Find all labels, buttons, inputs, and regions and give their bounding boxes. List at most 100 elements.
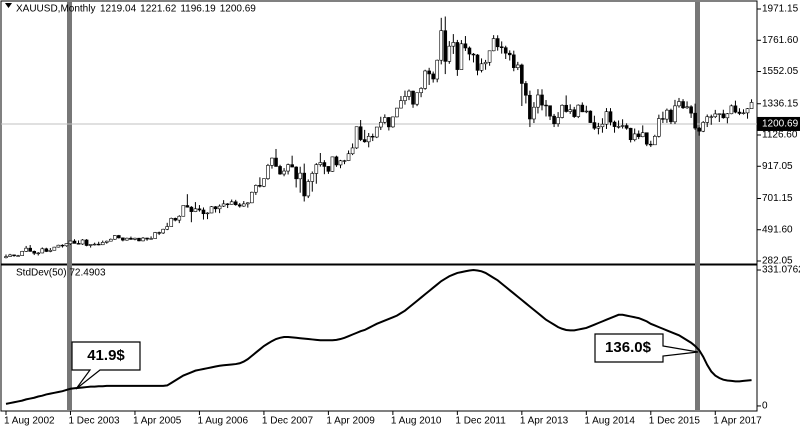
candle-body [467, 47, 472, 55]
candle-body [612, 121, 617, 127]
y-tick-label: 331.0762 [762, 265, 800, 276]
candle-body [681, 101, 685, 109]
candle-body [358, 126, 363, 140]
candle-body [560, 104, 564, 118]
price-panel [0, 0, 758, 265]
candle-body [383, 117, 387, 123]
candle-body [580, 104, 585, 113]
candle-body [532, 106, 536, 120]
candle-body [342, 160, 347, 162]
candle-body [250, 191, 254, 204]
candle-body [100, 242, 105, 246]
candle-body [32, 251, 37, 254]
y-tick-label: 701.15 [762, 193, 793, 204]
candle-body [44, 248, 49, 252]
header-value: 1200.69 [220, 4, 257, 15]
x-tick-label: 1 Apr 2017 [713, 416, 762, 427]
candle-body [608, 111, 613, 123]
candle-body [189, 206, 194, 212]
candle-body [419, 88, 423, 94]
candle-body [278, 166, 282, 175]
callout-box [594, 333, 699, 363]
candle-body [80, 239, 85, 245]
candle-body [362, 139, 367, 143]
candle-body [725, 113, 730, 119]
candle-body [677, 101, 681, 107]
candle-body [237, 204, 242, 207]
candle-body [177, 215, 182, 221]
candle-body [576, 104, 581, 117]
candle-body [76, 243, 81, 245]
candle-body [149, 238, 153, 240]
candle-body [407, 90, 411, 97]
candle-body [12, 254, 16, 257]
candle-body [354, 126, 359, 149]
x-tick-label: 1 Dec 2003 [68, 416, 120, 427]
x-tick-label: 1 Apr 2009 [326, 416, 375, 427]
candle-body [129, 237, 133, 240]
candle-body [157, 232, 161, 234]
y-tick-label: 0 [762, 401, 768, 412]
y-tick-label: 1552.05 [762, 66, 799, 77]
candle-body [391, 116, 395, 128]
candle-body [133, 237, 137, 240]
candle-body [350, 147, 355, 155]
candle-body [225, 203, 230, 205]
candle-body [544, 104, 548, 107]
candle-body [310, 173, 315, 182]
candle-body [564, 104, 568, 112]
candle-body [181, 205, 186, 217]
candle-body [632, 133, 637, 141]
candle-body [423, 70, 427, 89]
candle-body [499, 46, 504, 48]
candle-body [36, 252, 41, 255]
candle-body [205, 212, 210, 215]
candle-body [487, 50, 492, 63]
candle-body [64, 243, 69, 247]
candle-body [92, 243, 97, 246]
candle-body [507, 52, 512, 56]
price-label: 1200.69 [762, 119, 799, 130]
candle-body [427, 70, 431, 75]
candle-body [16, 255, 20, 257]
candle-body [399, 100, 403, 109]
candle-body [572, 109, 577, 117]
candle-body [28, 247, 32, 252]
header-value: 1221.62 [140, 4, 177, 15]
candle-body [145, 237, 149, 240]
candle-body [60, 244, 65, 247]
candle-body [604, 111, 609, 125]
x-tick-label: 1 Aug 2002 [4, 416, 55, 427]
y-tick-label: 1971.15 [762, 4, 799, 15]
candle-body [600, 123, 605, 128]
candle-body [84, 239, 89, 246]
collapse-icon [5, 3, 12, 8]
candle-body [246, 202, 250, 205]
candle-body [644, 132, 649, 145]
candle-body [443, 30, 448, 62]
candle-body [689, 106, 693, 114]
candle-body [548, 105, 552, 117]
candle-body [378, 121, 383, 128]
candle-body [648, 143, 653, 146]
candle-body [520, 64, 524, 84]
y-tick-label: 1126.60 [762, 130, 798, 141]
y-tick-label: 491.60 [762, 224, 793, 235]
candle-body [113, 235, 117, 240]
candle-body [241, 203, 246, 207]
candle-body [173, 218, 178, 221]
candle-body [294, 166, 298, 180]
candle-body [8, 254, 12, 257]
candle-body [741, 112, 746, 114]
candle-body [302, 172, 307, 197]
candle-body [411, 90, 415, 105]
candle-body [685, 106, 689, 109]
candle-body [217, 205, 222, 210]
candle-body [346, 153, 351, 161]
candle-body [503, 47, 508, 54]
candle-body [415, 92, 419, 105]
candle-body [48, 249, 53, 252]
candle-body [24, 247, 28, 252]
candle-body [616, 126, 621, 128]
candle-body [717, 113, 722, 115]
